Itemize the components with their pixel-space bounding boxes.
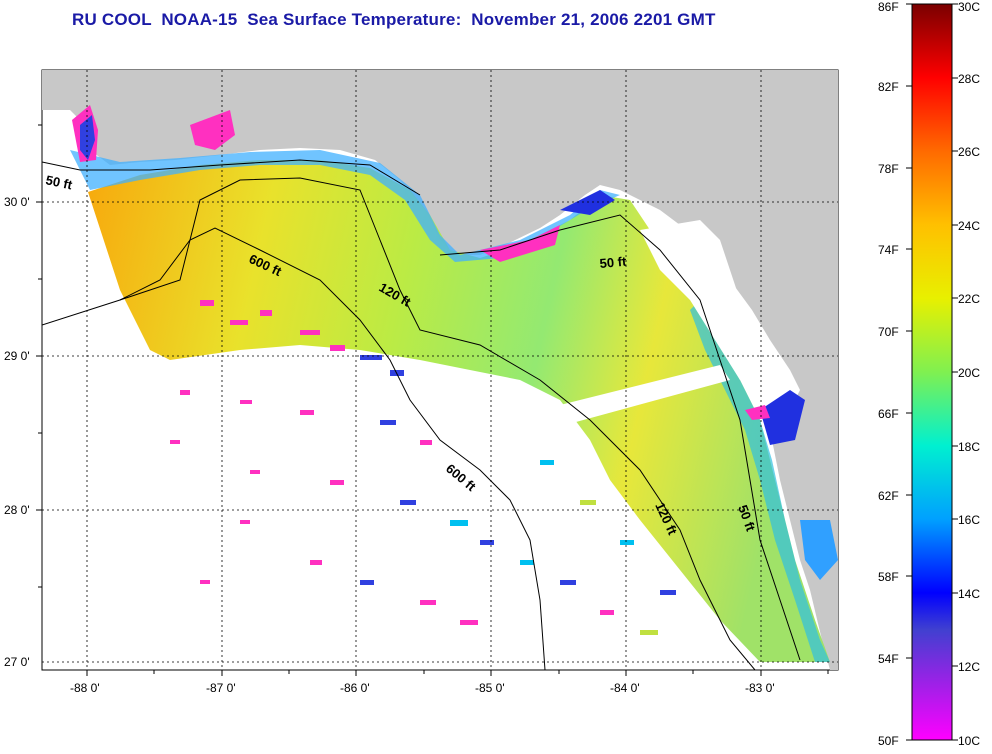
cold-bay-pensacola — [190, 110, 235, 150]
cold-bay-south — [800, 520, 838, 580]
lat-tick-label: 30 0' — [4, 195, 30, 209]
sst-swath — [88, 160, 830, 662]
axis-ticks — [36, 124, 829, 676]
cold-bay-west-blue — [80, 115, 95, 160]
lon-tick-label: -86 0' — [340, 681, 370, 695]
colorbar-f-label: 54F — [878, 652, 899, 666]
land-mass — [42, 70, 838, 670]
colorbar-c-label: 26C — [958, 145, 981, 159]
cloud-gap — [500, 365, 730, 440]
bathymetry-contours — [42, 159, 801, 670]
lon-tick-label: -83 0' — [745, 681, 775, 695]
lon-tick-label: -85 0' — [475, 681, 505, 695]
colorbar-f-label: 50F — [878, 734, 899, 748]
cold-bay-tampa — [760, 390, 805, 445]
lat-tick-label: 27 0' — [4, 655, 30, 669]
lat-tick-label: 29 0' — [4, 349, 30, 363]
map-title: RU COOL NOAA-15 Sea Surface Temperature:… — [72, 10, 716, 29]
colorbar-c-label: 12C — [958, 660, 981, 674]
colorbar-f-label: 66F — [878, 407, 899, 421]
cold-bay-tampa-magenta — [745, 405, 770, 420]
lon-tick-label: -88 0' — [70, 681, 100, 695]
colorbar-f-label: 78F — [878, 162, 899, 176]
colorbar-f-label: 58F — [878, 570, 899, 584]
graticule — [42, 70, 838, 670]
contour-label: 50 ft — [44, 172, 74, 192]
colorbar-f-label: 70F — [878, 325, 899, 339]
colorbar-c-label: 14C — [958, 587, 981, 601]
contour-600ft — [119, 227, 546, 670]
contour-50ft-east — [439, 214, 801, 661]
contour-120ft — [42, 177, 756, 670]
colorbar-c-label: 22C — [958, 292, 981, 306]
colorbar-f-label: 62F — [878, 489, 899, 503]
colorbar-f-label: 82F — [878, 80, 899, 94]
colorbar-c-label: 28C — [958, 72, 981, 86]
colorbar-c-label: 20C — [958, 366, 981, 380]
colorbar — [911, 3, 953, 741]
colorbar-c-label: 30C — [958, 0, 981, 14]
colorbar-c-label: 10C — [958, 734, 981, 748]
colorbar-c-label: 18C — [958, 440, 981, 454]
colorbar-ticks — [906, 3, 958, 741]
cloud-patch — [640, 220, 770, 380]
nearshore-band-east — [690, 300, 830, 662]
contour-50ft-west — [42, 159, 421, 196]
colorbar-c-label: 24C — [958, 219, 981, 233]
scattered-pixels — [170, 300, 676, 635]
lat-tick-label: 28 0' — [4, 503, 30, 517]
colorbar-f-label: 86F — [878, 0, 899, 14]
contour-label: 50 ft — [599, 254, 628, 271]
cold-bay-bigbend — [560, 190, 615, 215]
lon-tick-label: -87 0' — [206, 681, 236, 695]
lon-tick-label: -84 0' — [610, 681, 640, 695]
colorbar-c-label: 16C — [958, 513, 981, 527]
colorbar-f-label: 74F — [878, 243, 899, 257]
